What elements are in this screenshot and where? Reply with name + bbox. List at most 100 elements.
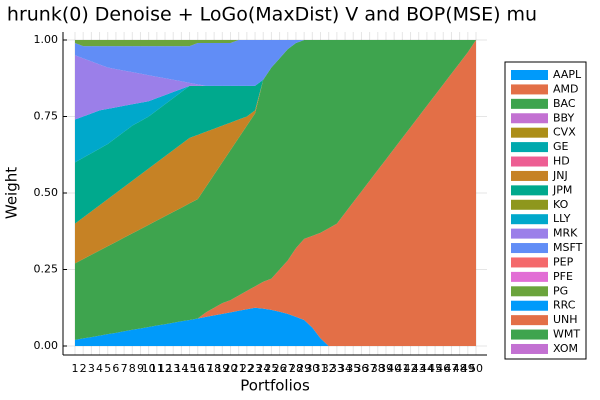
area <box>75 40 476 224</box>
x-tick-label: 43 <box>412 362 426 375</box>
legend-label: BAC <box>553 97 576 110</box>
x-tick-label: 36 <box>354 362 368 375</box>
legend-label: AAPL <box>553 68 582 81</box>
x-tick-label: 11 <box>150 362 164 375</box>
x-tick-label: 37 <box>363 362 377 375</box>
legend-swatch <box>511 271 548 282</box>
y-axis-label: Weight <box>3 167 21 219</box>
x-tick-label: 49 <box>461 362 475 375</box>
x-tick-label: 19 <box>215 362 229 375</box>
y-tick-label: 0.75 <box>34 110 59 123</box>
legend-swatch <box>511 315 548 326</box>
legend-swatch <box>511 329 548 340</box>
legend-swatch <box>511 199 548 210</box>
x-tick-label: 18 <box>207 362 221 375</box>
legend-label: BBY <box>553 111 574 124</box>
area <box>75 40 476 120</box>
area <box>75 40 476 340</box>
legend-swatch <box>511 243 548 254</box>
x-tick-label: 8 <box>129 362 136 375</box>
legend-label: KO <box>553 198 569 211</box>
legend-swatch <box>511 286 548 297</box>
x-tick-label: 17 <box>199 362 213 375</box>
x-tick-label: 5 <box>104 362 111 375</box>
x-tick-label: 26 <box>273 362 287 375</box>
x-axis-label: Portfolios <box>240 377 310 395</box>
legend-label: RRC <box>553 299 576 312</box>
x-tick-label: 16 <box>191 362 205 375</box>
legend-swatch <box>511 98 548 109</box>
x-tick-label: 12 <box>158 362 172 375</box>
areas <box>75 40 476 346</box>
x-tick-label: 7 <box>121 362 128 375</box>
x-tick-label: 34 <box>338 362 352 375</box>
x-tick-label: 35 <box>346 362 360 375</box>
x-tick-label: 32 <box>322 362 336 375</box>
legend-label: XOM <box>553 342 578 355</box>
y-tick-label: 0.50 <box>34 186 59 199</box>
chart-title: hrunk(0) Denoise + LoGo(MaxDist) V and B… <box>7 4 537 26</box>
area <box>75 40 476 47</box>
x-tick-label: 27 <box>281 362 295 375</box>
x-tick-label: 46 <box>436 362 450 375</box>
legend-label: PFE <box>553 270 573 283</box>
x-tick-label: 1 <box>72 362 79 375</box>
legend-swatch <box>511 142 548 153</box>
legend-swatch <box>511 300 548 311</box>
x-tick-label: 2 <box>80 362 87 375</box>
legend-swatch <box>511 113 548 124</box>
legend-label: CVX <box>553 126 576 139</box>
legend-label: UNH <box>553 313 578 326</box>
x-tick-label: 33 <box>330 362 344 375</box>
area <box>75 40 476 264</box>
x-tick-label: 25 <box>264 362 278 375</box>
x-tick-label: 31 <box>314 362 328 375</box>
x-tick-label: 10 <box>142 362 156 375</box>
x-tick-label: 3 <box>88 362 95 375</box>
legend-label: WMT <box>553 328 580 341</box>
x-tick-label: 44 <box>420 362 434 375</box>
legend-label: PG <box>553 284 568 297</box>
x-tick-label: 45 <box>428 362 442 375</box>
x-tick-label: 29 <box>297 362 311 375</box>
area <box>75 40 476 346</box>
legend-swatch <box>511 127 548 138</box>
legend-swatch <box>511 257 548 268</box>
x-tick-label: 6 <box>112 362 119 375</box>
x-tick-label: 40 <box>387 362 401 375</box>
x-tick-label: 41 <box>395 362 409 375</box>
x-tick-label: 23 <box>248 362 262 375</box>
legend-label: AMD <box>553 82 579 95</box>
area <box>75 40 476 86</box>
y-tick-label: 0.25 <box>34 263 59 276</box>
x-tick-label: 21 <box>232 362 246 375</box>
legend-label: PEP <box>553 255 574 268</box>
x-tick-label: 9 <box>137 362 144 375</box>
y-tick-label: 1.00 <box>34 33 59 46</box>
legend-swatch <box>511 156 548 167</box>
legend-label: JNJ <box>552 169 568 182</box>
legend-label: LLY <box>553 212 571 225</box>
legend-label: HD <box>553 155 570 168</box>
x-tick-label: 48 <box>453 362 467 375</box>
x-tick-label: 30 <box>305 362 319 375</box>
legend-swatch <box>511 70 548 80</box>
legend-label: GE <box>553 140 569 153</box>
x-tick-label: 42 <box>404 362 418 375</box>
x-tick-label: 39 <box>379 362 393 375</box>
area <box>75 307 476 346</box>
x-tick-label: 15 <box>183 362 197 375</box>
x-tick-label: 22 <box>240 362 254 375</box>
legend-label: JPM <box>552 183 572 196</box>
x-tick-label: 4 <box>96 362 103 375</box>
x-tick-label: 13 <box>166 362 180 375</box>
x-tick-label: 28 <box>289 362 303 375</box>
x-tick-label: 38 <box>371 362 385 375</box>
x-tick-label: 50 <box>469 362 483 375</box>
legend-swatch <box>511 228 548 239</box>
y-tick-label: 0.00 <box>34 339 59 352</box>
x-tick-label: 47 <box>444 362 458 375</box>
legend-swatch <box>511 84 548 95</box>
